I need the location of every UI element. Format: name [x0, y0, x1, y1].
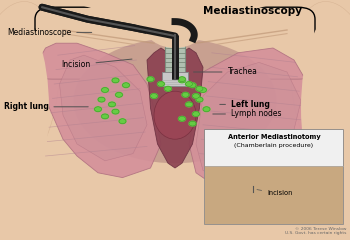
- Circle shape: [112, 109, 119, 114]
- Circle shape: [102, 88, 108, 92]
- Circle shape: [182, 92, 189, 97]
- Polygon shape: [196, 62, 301, 178]
- Ellipse shape: [144, 0, 206, 48]
- Bar: [205, 166, 343, 224]
- Polygon shape: [189, 48, 315, 187]
- Ellipse shape: [70, 178, 280, 240]
- Circle shape: [199, 88, 206, 92]
- Circle shape: [150, 94, 158, 98]
- Text: Anterior Mediastinotomy: Anterior Mediastinotomy: [228, 134, 320, 140]
- Circle shape: [164, 86, 172, 91]
- Text: Trachea: Trachea: [194, 67, 257, 77]
- Ellipse shape: [0, 1, 59, 181]
- Circle shape: [122, 83, 130, 88]
- Ellipse shape: [147, 0, 203, 46]
- Circle shape: [112, 78, 119, 83]
- Circle shape: [196, 97, 203, 102]
- Ellipse shape: [74, 38, 276, 163]
- Circle shape: [102, 114, 108, 119]
- Circle shape: [186, 102, 192, 107]
- Circle shape: [119, 119, 126, 124]
- Circle shape: [193, 94, 200, 98]
- Ellipse shape: [301, 12, 350, 204]
- Circle shape: [178, 77, 186, 82]
- Text: Lymph nodes: Lymph nodes: [213, 109, 281, 119]
- Circle shape: [189, 121, 196, 126]
- Ellipse shape: [79, 185, 271, 240]
- Text: Right lung: Right lung: [4, 102, 88, 111]
- Polygon shape: [147, 48, 203, 168]
- Bar: [165, 38, 185, 77]
- Circle shape: [98, 97, 105, 102]
- FancyBboxPatch shape: [35, 7, 315, 79]
- Circle shape: [116, 92, 122, 97]
- Polygon shape: [35, 43, 161, 178]
- Text: (Chamberlain procedure): (Chamberlain procedure): [234, 143, 314, 148]
- Text: Left lung: Left lung: [220, 100, 270, 109]
- Circle shape: [196, 86, 203, 91]
- Circle shape: [203, 107, 210, 112]
- Bar: [205, 130, 343, 166]
- Text: © 2006 Terese Winslow
U.S. Govt. has certain rights: © 2006 Terese Winslow U.S. Govt. has cer…: [285, 227, 346, 235]
- Ellipse shape: [154, 91, 196, 139]
- Ellipse shape: [0, 12, 49, 204]
- Circle shape: [158, 82, 164, 86]
- Text: Incision: Incision: [257, 190, 293, 196]
- Circle shape: [108, 102, 116, 107]
- Text: Mediastinoscopy: Mediastinoscopy: [203, 6, 302, 16]
- Circle shape: [94, 107, 101, 112]
- Circle shape: [178, 78, 186, 83]
- Bar: [205, 130, 343, 224]
- Circle shape: [147, 77, 154, 82]
- Polygon shape: [60, 55, 147, 161]
- Text: Incision: Incision: [61, 59, 132, 69]
- Circle shape: [193, 112, 200, 116]
- Polygon shape: [0, 0, 350, 34]
- Ellipse shape: [291, 1, 350, 181]
- Bar: [162, 72, 188, 86]
- Text: Mediastinoscope: Mediastinoscope: [7, 28, 92, 37]
- Circle shape: [189, 83, 196, 88]
- Circle shape: [178, 116, 186, 121]
- Circle shape: [186, 82, 192, 86]
